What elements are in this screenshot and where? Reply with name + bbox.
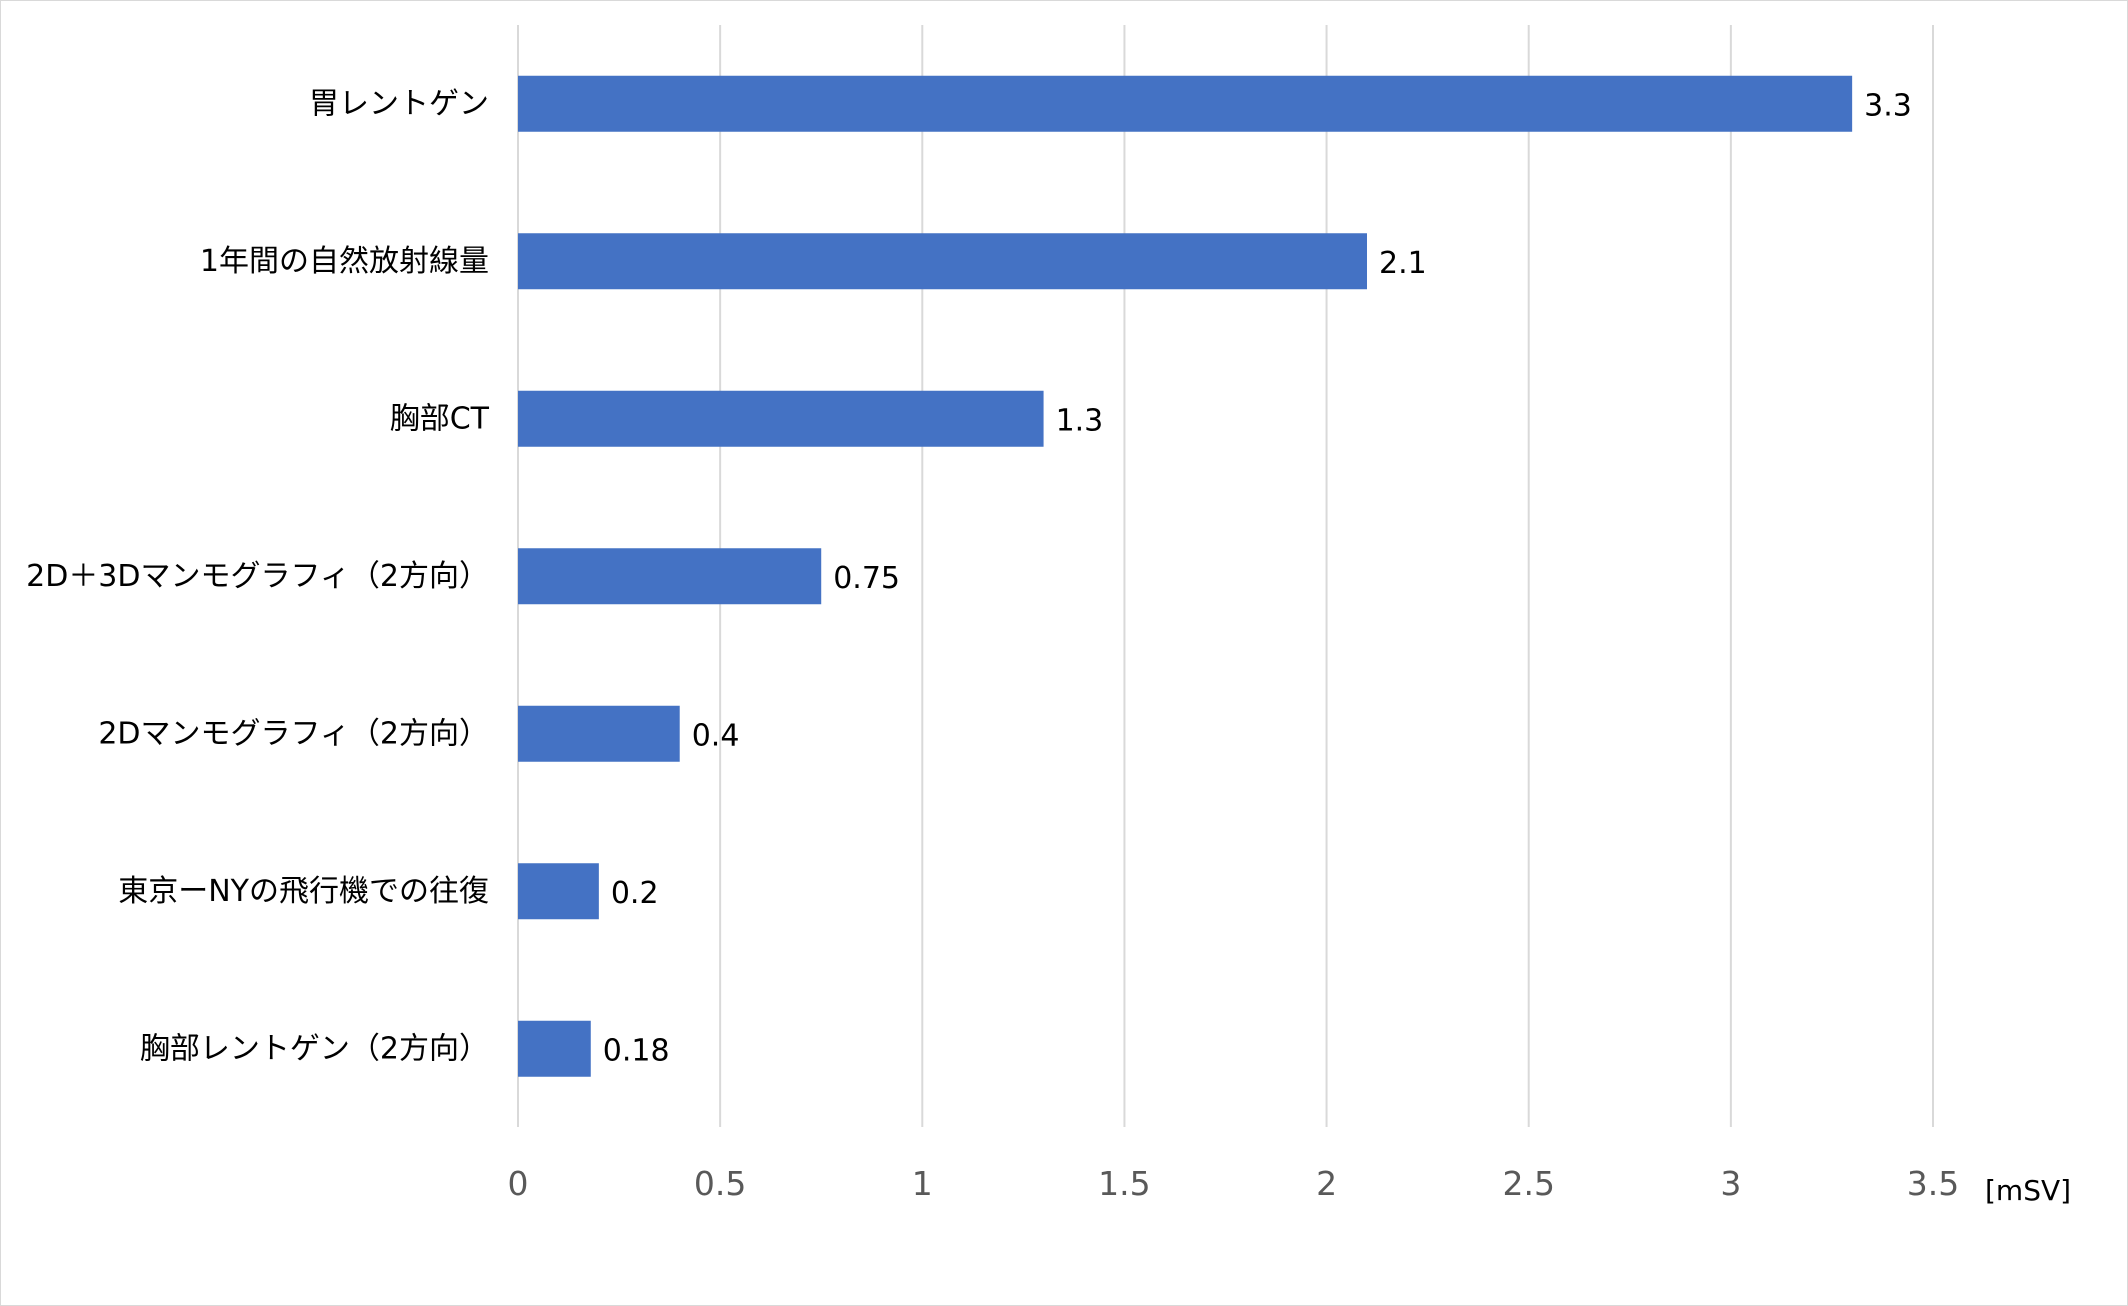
- x-unit-label: [mSV]: [1985, 1174, 2071, 1207]
- bars: [518, 75, 1853, 1077]
- bar-5: [518, 863, 599, 920]
- category-label-0: 胃レントゲン: [309, 86, 489, 121]
- data-label-1: 2.1: [1379, 246, 1427, 281]
- data-labels: 3.3 2.1 1.3 0.75 0.4 0.2 0.18: [603, 88, 1912, 1068]
- data-label-0: 3.3: [1864, 88, 1912, 123]
- bar-3: [518, 548, 822, 605]
- x-tick-label-0: 0: [508, 1164, 529, 1203]
- data-label-2: 1.3: [1056, 403, 1104, 438]
- category-label-3: 2D＋3Dマンモグラフィ（2方向）: [26, 559, 489, 594]
- data-label-5: 0.2: [611, 876, 659, 911]
- x-tick-label-2: 1: [912, 1164, 933, 1203]
- x-tick-labels: 0 0.5 1 1.5 2 2.5 3 3.5: [508, 1164, 1960, 1203]
- data-label-3: 0.75: [833, 561, 900, 596]
- category-label-4: 2Dマンモグラフィ（2方向）: [98, 716, 489, 751]
- category-label-6: 胸部レントゲン（2方向）: [140, 1031, 489, 1066]
- category-label-2: 胸部CT: [390, 401, 490, 436]
- bar-2: [518, 390, 1044, 447]
- x-tick-label-5: 2.5: [1502, 1164, 1554, 1203]
- x-tick-label-7: 3.5: [1907, 1164, 1959, 1203]
- bar-1: [518, 233, 1367, 290]
- x-tick-label-4: 2: [1316, 1164, 1337, 1203]
- category-label-1: 1年間の自然放射線量: [200, 244, 489, 279]
- data-label-6: 0.18: [603, 1033, 670, 1068]
- x-tick-label-6: 3: [1720, 1164, 1741, 1203]
- bar-0: [518, 75, 1853, 132]
- data-label-4: 0.4: [692, 718, 740, 753]
- gridlines: [517, 25, 1934, 1127]
- bar-6: [518, 1020, 591, 1077]
- bar-4: [518, 705, 680, 762]
- x-tick-label-3: 1.5: [1098, 1164, 1150, 1203]
- category-label-5: 東京ーNYの飛行機での往復: [118, 874, 489, 909]
- x-tick-label-1: 0.5: [694, 1164, 746, 1203]
